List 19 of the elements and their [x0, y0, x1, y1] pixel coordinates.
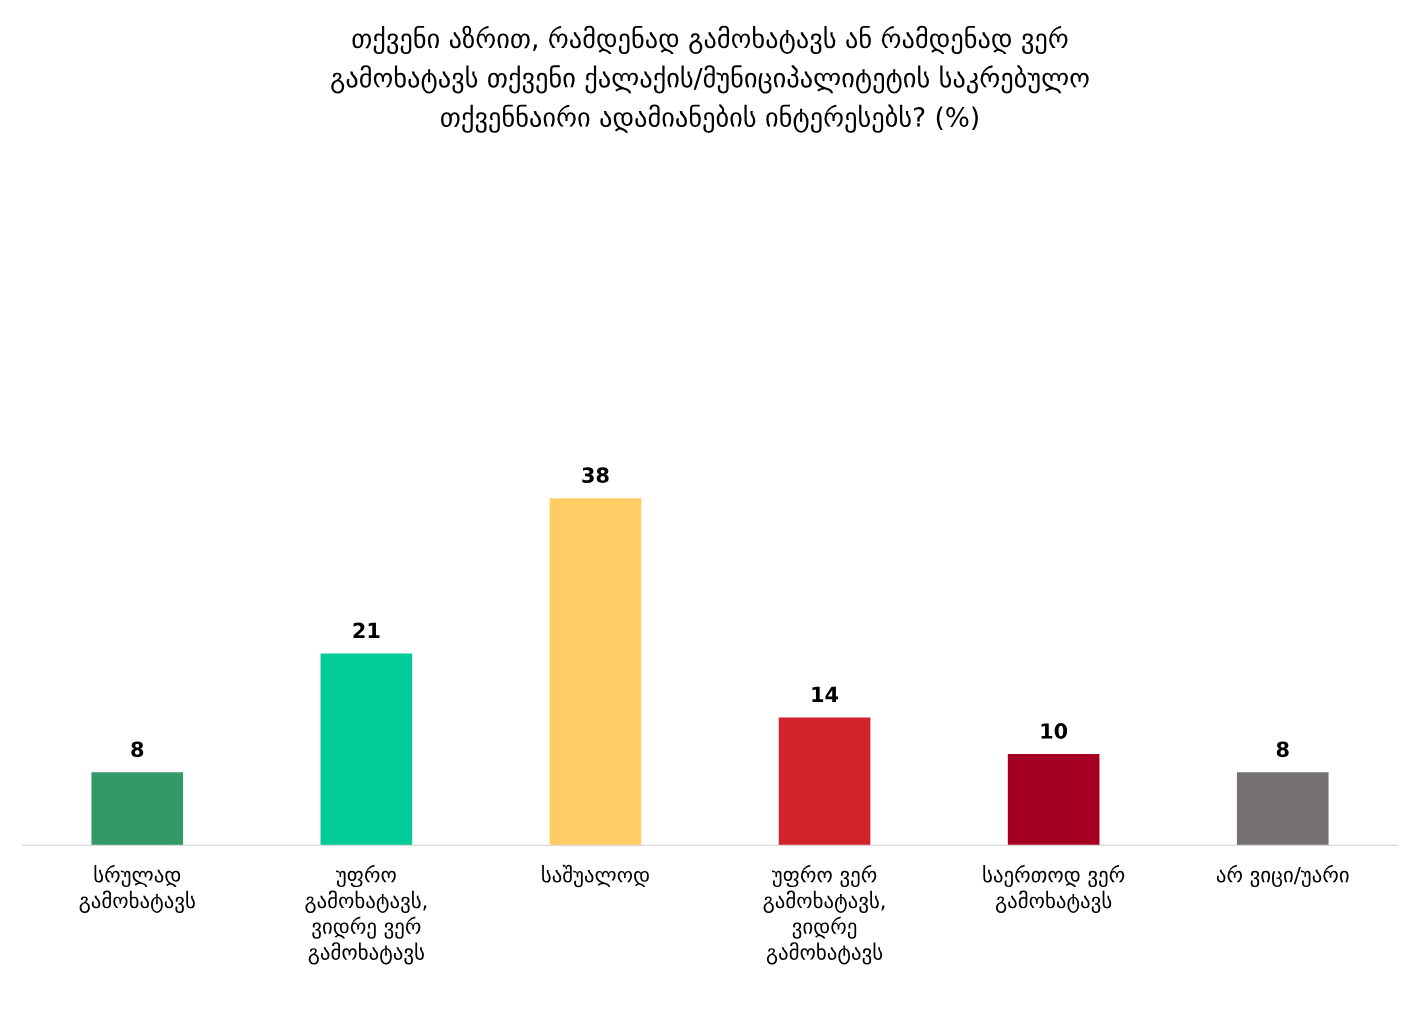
- chart-title: თქვენი აზრით, რამდენად გამოხატავს ან რამდენად ვერ გამოხატავს თქვენი ქალაქის/მუნიციპალიტეტის საკრებულო თქვენნაირი ადამიანების ინტერესებს? (%): [331, 25, 1089, 133]
- bar: [1007, 754, 1100, 846]
- bar: [1236, 772, 1329, 846]
- bar: [320, 653, 413, 846]
- x-tick-label: სრულად გამოხატავს: [79, 864, 195, 913]
- bar: [91, 772, 184, 846]
- data-label: 8: [1276, 741, 1289, 758]
- x-tick-label: უფრო გამოხატავს, ვიდრე ვერ გამოხატავს: [305, 864, 427, 965]
- data-label: 10: [1041, 723, 1068, 739]
- x-tick-label: საშუალოდ: [542, 864, 649, 888]
- x-tick-label: არ ვიცი/უარი: [1216, 864, 1349, 888]
- x-tick-label: საერთოდ ვერ გამოხატავს: [983, 864, 1125, 913]
- bar: [778, 717, 871, 846]
- data-label: 21: [353, 622, 380, 639]
- data-label: 8: [131, 741, 144, 758]
- data-label: 38: [582, 467, 609, 483]
- x-tick-label: უფრო ვერ გამოხატავს, ვიდრე გამოხატავს: [763, 864, 885, 965]
- bar: [549, 498, 642, 846]
- data-label: 14: [812, 686, 839, 703]
